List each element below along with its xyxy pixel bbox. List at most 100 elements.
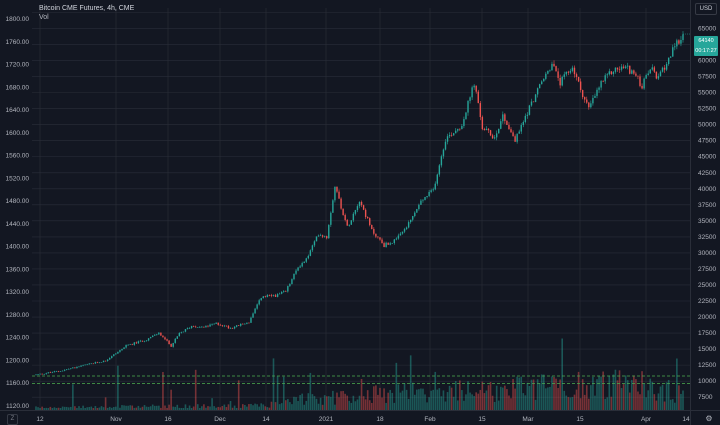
volume-bar (41, 406, 43, 410)
candle-body (514, 136, 516, 142)
left-axis-tick: 1160.00 (6, 380, 29, 387)
last-price-value: 64140 (698, 38, 714, 44)
left-axis-tick: 1280.00 (6, 312, 30, 319)
candle-body (334, 186, 336, 201)
volume-bar (233, 405, 236, 410)
candle-body (455, 130, 457, 134)
candle-body (459, 128, 461, 130)
volume-bar (295, 397, 297, 410)
volume-bar (495, 385, 498, 410)
volume-bar (602, 371, 604, 410)
candle-body (457, 128, 459, 131)
volume-bar (125, 405, 127, 410)
volume-bar (491, 395, 494, 410)
volume-bar (311, 394, 314, 410)
volume-bar (198, 408, 201, 410)
volume-bar (639, 394, 641, 410)
volume-bar (110, 407, 113, 410)
candle-body (180, 332, 183, 333)
candle-body (278, 293, 281, 295)
volume-bar (475, 392, 478, 410)
right-axis-tick: 17500 (698, 330, 716, 337)
volume-bar (84, 408, 86, 410)
currency-button[interactable]: USD (695, 3, 717, 15)
candle-body (139, 340, 142, 342)
candle-body (182, 331, 185, 333)
volume-bar (565, 395, 568, 410)
candle-body (536, 88, 539, 95)
volume-bar (430, 390, 432, 410)
left-axis-tick: 1640.00 (6, 107, 30, 114)
volume-bar (246, 406, 248, 410)
volume-bar (57, 407, 60, 410)
left-axis-tick: 1360.00 (6, 266, 30, 273)
volume-bar (235, 408, 238, 410)
candle-body (127, 344, 129, 346)
candle-body (606, 74, 608, 76)
volume-bar (342, 390, 344, 410)
candle-body (35, 374, 37, 376)
volume-bar (518, 377, 521, 410)
candle-body (242, 323, 244, 325)
candle-body (240, 323, 242, 326)
candle-body (559, 77, 561, 86)
volume-bar (538, 383, 541, 410)
volume-bar (182, 408, 185, 410)
candle-body (301, 263, 303, 267)
volume-bar (657, 393, 660, 410)
scale-button[interactable]: Z (7, 414, 18, 425)
right-axis-tick: 22500 (698, 298, 716, 305)
volume-bar (549, 386, 551, 410)
right-axis-tick: 32500 (698, 234, 716, 241)
volume-bar (252, 405, 254, 410)
volume-bar (307, 393, 310, 410)
candle-body (479, 103, 482, 118)
candle-body (72, 367, 74, 369)
candle-body (338, 191, 340, 199)
volume-bar (551, 376, 553, 410)
volume-bar (659, 386, 662, 410)
candle-body (98, 362, 101, 363)
volume-bar (661, 384, 664, 410)
left-axis-tick: 1480.00 (6, 198, 30, 205)
x-axis-tick: 14 (682, 416, 690, 423)
volume-bar (330, 396, 332, 410)
volume-bar (393, 402, 396, 410)
candle-body (258, 300, 260, 305)
candle-body (622, 66, 625, 68)
volume-bar (219, 407, 222, 410)
volume-bar (530, 379, 533, 410)
volume-bar (43, 408, 45, 410)
volume-bar (248, 404, 250, 410)
volume-bar (147, 406, 150, 410)
volume-bar (497, 400, 500, 410)
candle-body (195, 326, 197, 328)
volume-bar (594, 395, 596, 410)
volume-bar (201, 406, 203, 410)
candle-body (653, 67, 656, 72)
volume-bar (119, 407, 121, 410)
volume-bar (217, 406, 220, 410)
gear-icon[interactable]: ⚙ (705, 414, 713, 423)
candle-body (450, 135, 453, 136)
volume-bar (274, 402, 277, 410)
candle-body (102, 360, 105, 363)
candle-body (532, 101, 535, 103)
candle-body (244, 323, 246, 325)
right-axis-tick: 12500 (698, 362, 716, 369)
candle-body (627, 65, 629, 67)
candle-body (289, 283, 291, 287)
volume-bar (585, 385, 588, 410)
volume-bar (446, 392, 449, 410)
candle-body (47, 372, 49, 374)
volume-bar (416, 389, 418, 410)
candle-body (366, 217, 369, 219)
candle-body (588, 102, 590, 108)
volume-bar (598, 375, 600, 410)
volume-bar (270, 401, 273, 410)
right-axis-tick: 37500 (698, 202, 716, 209)
candle-body (538, 84, 541, 89)
candle-body (213, 323, 215, 325)
volume-bar (682, 390, 684, 410)
